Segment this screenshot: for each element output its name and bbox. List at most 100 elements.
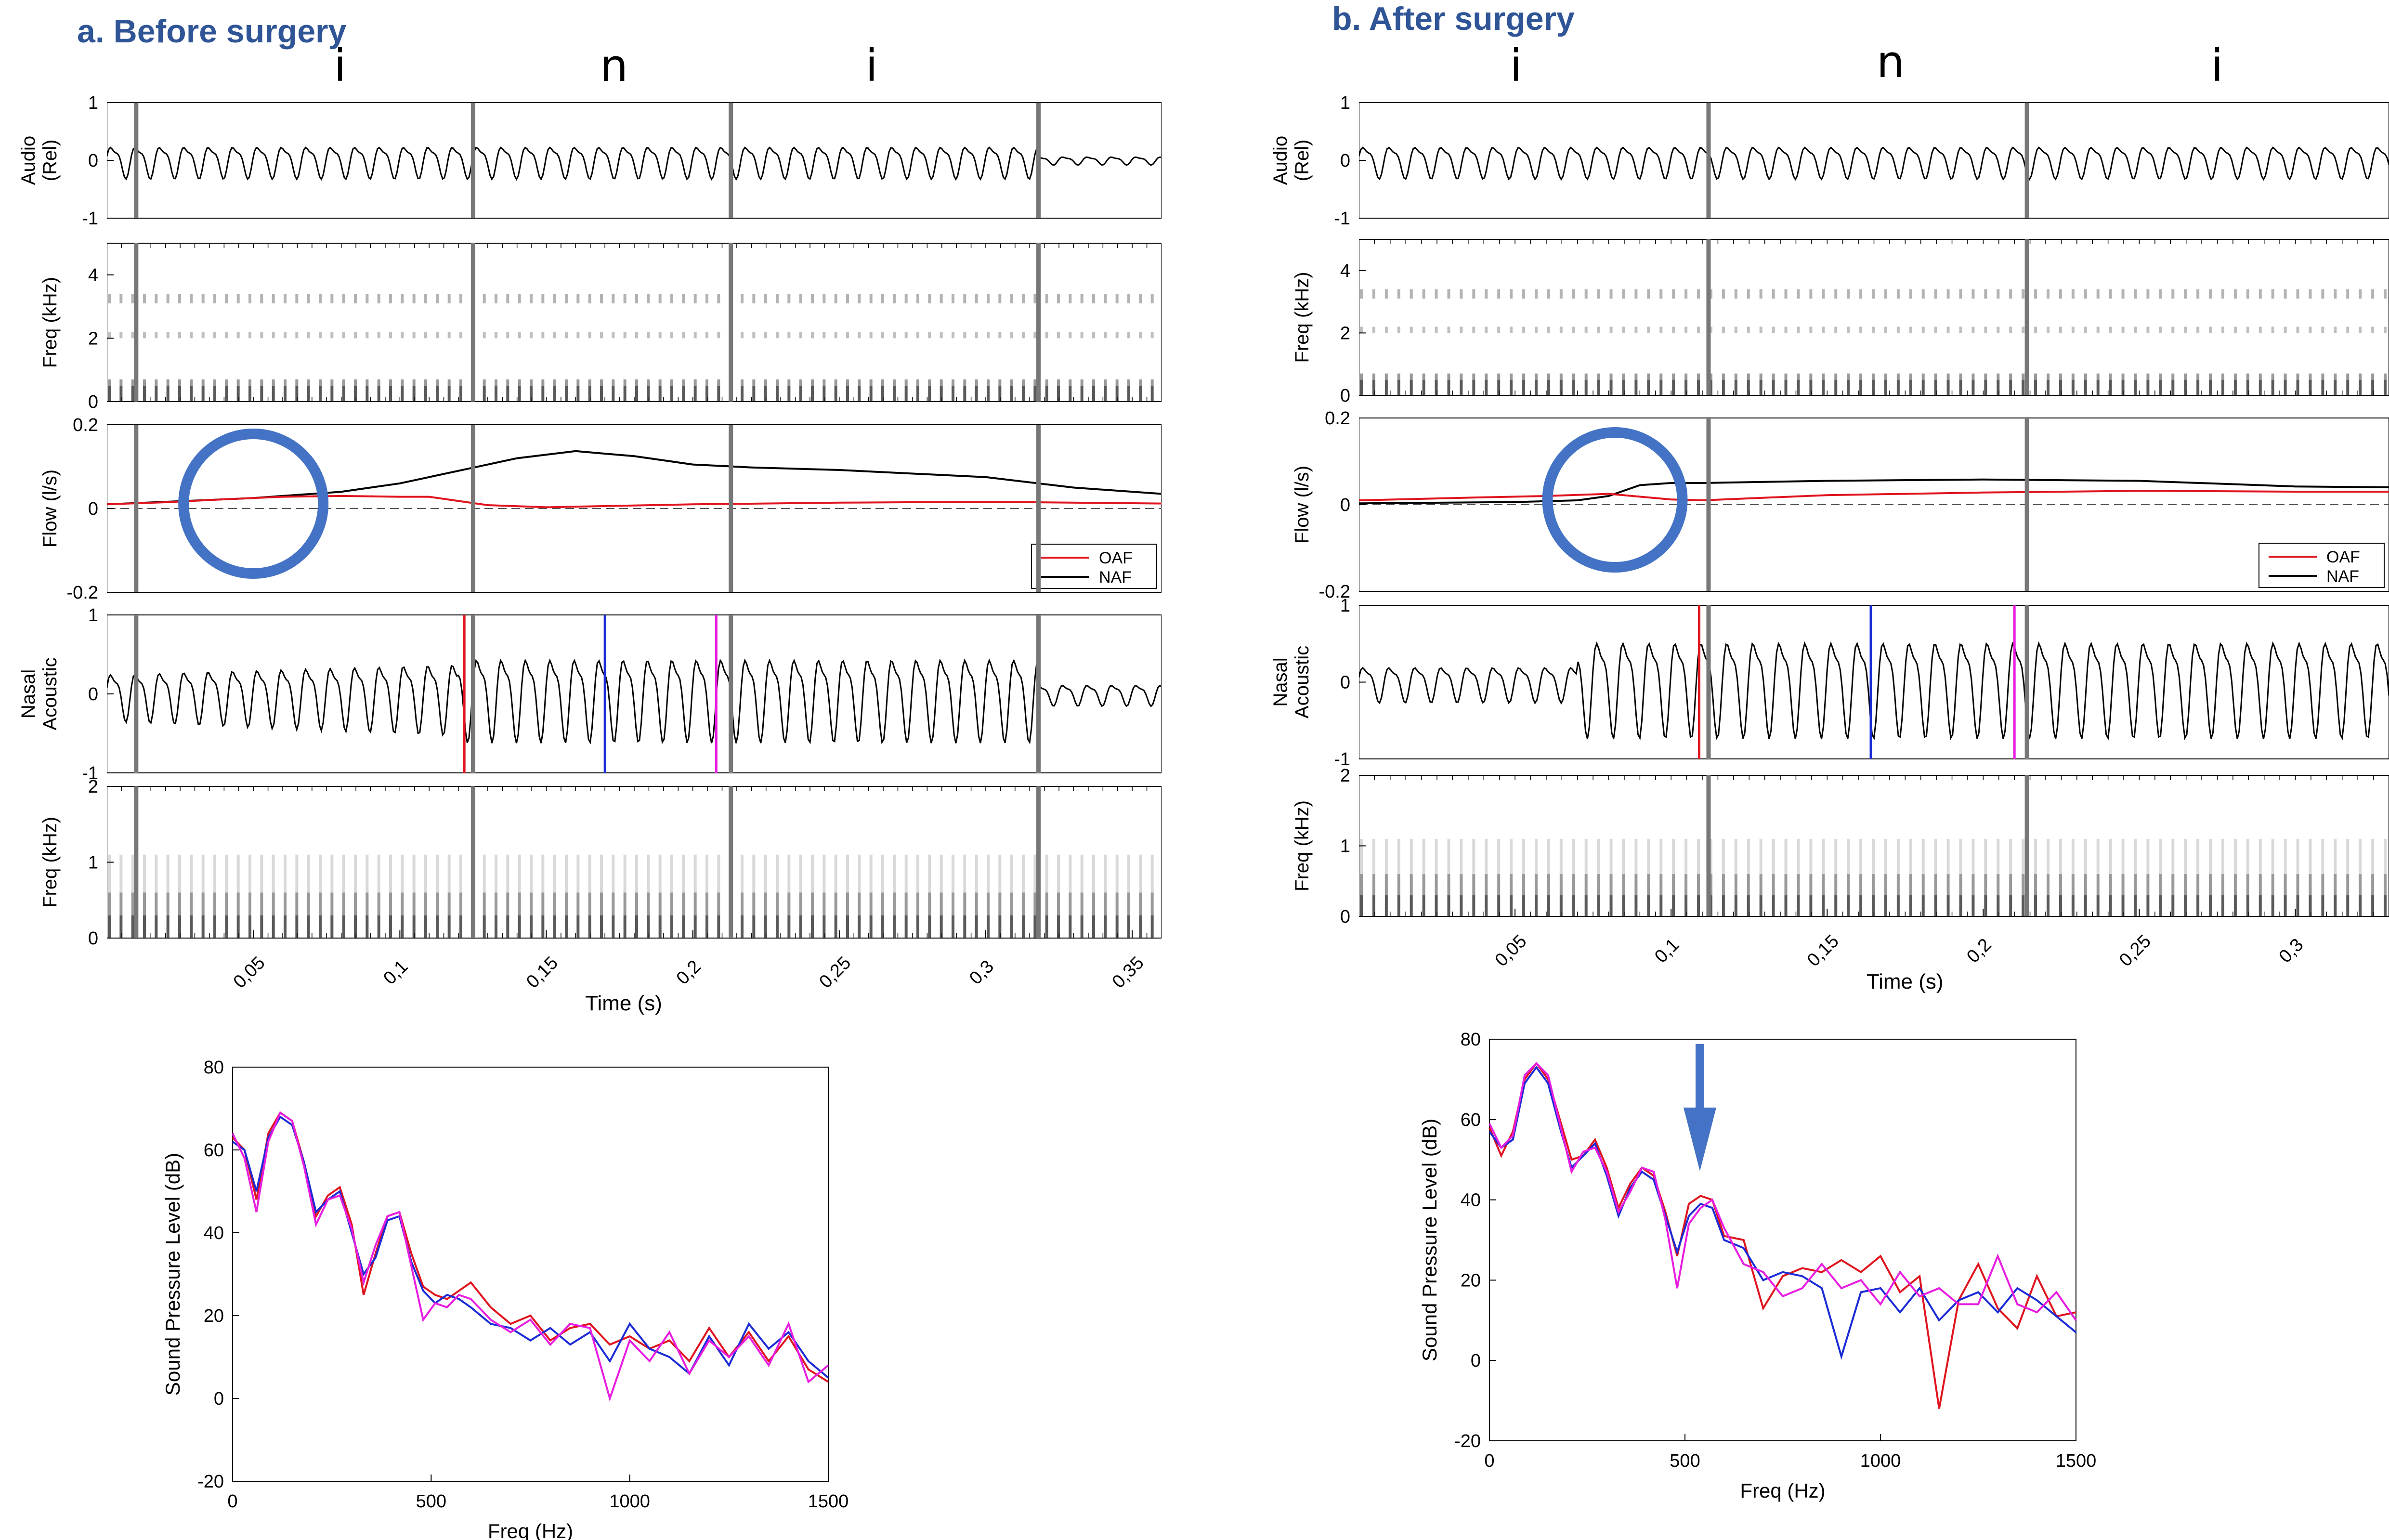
spectrogram-cell xyxy=(2146,874,2150,896)
spectrogram-cell xyxy=(2359,895,2362,916)
spectrogram-cell xyxy=(330,379,334,386)
spectrogram-cell xyxy=(354,854,357,893)
spectrogram-cell xyxy=(647,915,650,938)
spectrogram-cell xyxy=(436,294,439,304)
spectrogram-cell xyxy=(1572,326,1575,333)
spectrogram-cell xyxy=(1847,838,1850,874)
spectrogram-cell xyxy=(541,294,545,304)
spectrogram-cell xyxy=(2022,326,2025,333)
spectrogram-cell xyxy=(2384,838,2387,874)
spectrogram-cell xyxy=(412,854,416,893)
spectrogram-cell xyxy=(1909,289,1912,299)
spectrogram-cell xyxy=(846,386,849,402)
spectrogram-cell xyxy=(2171,874,2175,896)
spectrogram-cell xyxy=(1609,326,1613,333)
spectrogram-cell xyxy=(1822,379,1825,395)
spectrogram-cell xyxy=(658,332,662,339)
spectrogram-cell xyxy=(2146,838,2150,874)
spectrogram-cell xyxy=(1684,874,1688,896)
spectrogram-cell xyxy=(658,386,662,402)
spectrogram-cell xyxy=(1784,289,1788,299)
spectrogram-cell xyxy=(1809,874,1813,896)
spectrogram-cell xyxy=(1797,838,1800,874)
spectrogram-cell xyxy=(1045,915,1048,938)
spectrogram-cell xyxy=(1809,379,1813,395)
spectrogram-cell xyxy=(272,294,275,304)
spectrogram-cell xyxy=(1772,373,1775,380)
spectrogram-cell xyxy=(647,854,650,893)
spectrogram-cell xyxy=(436,332,439,339)
spectrogram-cell xyxy=(1115,379,1119,386)
spectrogram-cell xyxy=(1984,289,1987,299)
spectrogram-cell xyxy=(1360,379,1363,395)
spectrogram-cell xyxy=(2071,289,2075,299)
spectrogram-cell xyxy=(1510,895,1513,916)
spectrogram-cell xyxy=(928,379,931,386)
spectrogram-cell xyxy=(822,854,826,893)
spectrogram-cell xyxy=(213,379,216,386)
spectrogram-cell xyxy=(1057,892,1060,915)
spectrogram-cell xyxy=(1422,326,1425,333)
spectrogram-cell xyxy=(2309,373,2312,380)
spectrogram-cell xyxy=(1410,838,1413,874)
spectrogram-cell xyxy=(178,915,181,938)
spectrogram-cell xyxy=(377,379,380,386)
spectrogram-cell xyxy=(401,332,404,339)
spectrogram-cell xyxy=(1139,915,1142,938)
spectrogram-cell xyxy=(1080,332,1084,339)
spectrogram-cell xyxy=(846,379,849,386)
spectrogram-cell xyxy=(447,294,451,304)
spectrogram-cell xyxy=(2022,379,2025,395)
spectrogram-cell xyxy=(1884,874,1887,896)
spectrogram-cell xyxy=(1959,326,1962,333)
spectrogram-cell xyxy=(1472,838,1475,874)
spectrogram-cell xyxy=(1092,332,1095,339)
spectrogram-cell xyxy=(553,386,556,402)
spectrogram-cell xyxy=(1410,895,1413,916)
spectrogram-cell xyxy=(1709,895,1712,916)
spectrogram-cell xyxy=(1847,895,1850,916)
spectrogram-cell xyxy=(1734,838,1737,874)
spectrogram-cell xyxy=(764,915,767,938)
spectrogram-cell xyxy=(1959,373,1962,380)
spectrogram-cell xyxy=(1909,895,1912,916)
spectrogram-cell xyxy=(2321,838,2324,874)
nasal-ytick-label: 0 xyxy=(1340,673,1350,693)
spectrogram-cell xyxy=(1822,373,1825,380)
spectrum-ytick-label: 40 xyxy=(1461,1190,1481,1211)
spectrogram-cell xyxy=(1485,379,1488,395)
spectrogram-cell xyxy=(1697,895,1700,916)
spectrogram-cell xyxy=(1584,838,1588,874)
spectrogram-cell xyxy=(284,379,287,386)
spectrogram-cell xyxy=(1772,838,1775,874)
spectrogram-cell xyxy=(377,915,380,938)
spectrogram-cell xyxy=(2096,838,2100,874)
spectrogram-cell xyxy=(2334,895,2337,916)
spectrogram-cell xyxy=(1057,332,1060,339)
spectrogram-cell xyxy=(330,892,334,915)
spectrogram-cell xyxy=(776,294,779,304)
spectrogram-cell xyxy=(143,915,146,938)
spectrogram-cell xyxy=(1659,379,1663,395)
spectrogram-cell xyxy=(319,854,322,893)
spectrogram-cell xyxy=(2059,373,2062,380)
spectrogram-cell xyxy=(1784,379,1788,395)
spectrogram-cell xyxy=(155,892,158,915)
spectrogram-cell xyxy=(1022,854,1025,893)
xtick-label: 0,05 xyxy=(230,953,269,992)
spectrogram-cell xyxy=(576,892,580,915)
spectrogram-cell xyxy=(2321,373,2324,380)
spectrogram-cell xyxy=(2034,379,2037,395)
spectrogram-cell xyxy=(998,379,1002,386)
spectrogram-cell xyxy=(752,854,756,893)
spectrogram-cell xyxy=(342,294,345,304)
spectrogram-cell xyxy=(2346,379,2350,395)
spectrogram-cell xyxy=(588,386,591,402)
spectrogram-cell xyxy=(1510,379,1513,395)
nasal_spectrogram-image xyxy=(108,854,1154,938)
spectrogram-cell xyxy=(541,892,545,915)
spectrogram-cell xyxy=(166,332,170,339)
spectrogram-cell xyxy=(225,379,228,386)
spectrogram-cell xyxy=(2233,895,2237,916)
